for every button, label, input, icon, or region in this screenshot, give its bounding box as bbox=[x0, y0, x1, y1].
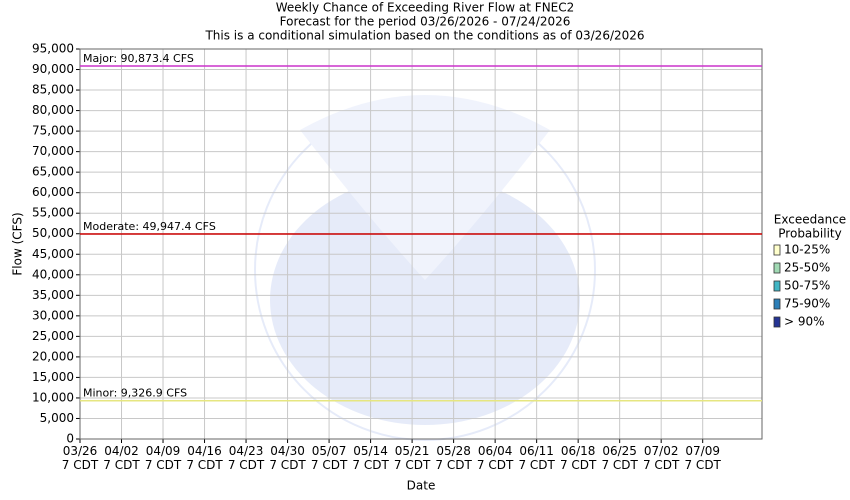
x-tick-label: 06/04 7 CDT bbox=[477, 444, 514, 472]
legend-swatch bbox=[773, 316, 781, 328]
y-tick-label: 25,000 bbox=[32, 329, 74, 343]
x-tick-label: 06/11 7 CDT bbox=[518, 444, 555, 472]
x-tick-label: 05/14 7 CDT bbox=[352, 444, 389, 472]
legend-label: 10-25% bbox=[784, 243, 830, 257]
y-tick-label: 45,000 bbox=[32, 247, 74, 261]
legend-label: 75-90% bbox=[784, 297, 830, 311]
y-tick-label: 55,000 bbox=[32, 206, 74, 220]
y-tick-label: 85,000 bbox=[32, 83, 74, 97]
y-tick-label: 50,000 bbox=[32, 226, 74, 240]
x-tick-label: 03/26 7 CDT bbox=[62, 444, 99, 472]
x-tick-label: 07/02 7 CDT bbox=[643, 444, 680, 472]
y-axis-label: Flow (CFS) bbox=[11, 212, 25, 275]
x-tick-label: 05/07 7 CDT bbox=[311, 444, 348, 472]
legend-label: > 90% bbox=[784, 315, 825, 329]
x-tick-label: 05/21 7 CDT bbox=[394, 444, 431, 472]
y-tick-label: 5,000 bbox=[40, 411, 74, 425]
legend-swatch bbox=[773, 262, 781, 274]
x-tick-label: 04/02 7 CDT bbox=[103, 444, 140, 472]
y-tick-label: 15,000 bbox=[32, 370, 74, 384]
legend-swatch bbox=[773, 280, 781, 292]
threshold-label: Moderate: 49,947.4 CFS bbox=[83, 220, 216, 233]
x-tick-label: 06/25 7 CDT bbox=[601, 444, 638, 472]
x-tick-label: 05/28 7 CDT bbox=[435, 444, 472, 472]
legend-title: Exceedance bbox=[774, 213, 846, 227]
y-tick-label: 65,000 bbox=[32, 165, 74, 179]
x-tick-label: 04/30 7 CDT bbox=[269, 444, 306, 472]
chart-subtitle: Forecast for the period 03/26/2026 - 07/… bbox=[280, 15, 571, 29]
legend-label: 25-50% bbox=[784, 261, 830, 275]
y-tick-label: 90,000 bbox=[32, 62, 74, 76]
y-tick-label: 20,000 bbox=[32, 349, 74, 363]
y-tick-label: 35,000 bbox=[32, 288, 74, 302]
legend-swatch bbox=[773, 298, 781, 310]
threshold-label: Major: 90,873.4 CFS bbox=[83, 52, 194, 65]
chart-subtitle: This is a conditional simulation based o… bbox=[204, 29, 644, 43]
y-tick-label: 30,000 bbox=[32, 308, 74, 322]
x-tick-label: 04/09 7 CDT bbox=[145, 444, 182, 472]
y-tick-label: 40,000 bbox=[32, 267, 74, 281]
x-tick-label: 04/16 7 CDT bbox=[186, 444, 223, 472]
y-tick-label: 10,000 bbox=[32, 390, 74, 404]
x-axis-label: Date bbox=[407, 479, 436, 493]
y-tick-label: 60,000 bbox=[32, 185, 74, 199]
y-tick-label: 75,000 bbox=[32, 124, 74, 138]
y-tick-label: 95,000 bbox=[32, 42, 74, 56]
legend-swatch bbox=[773, 244, 781, 256]
watermark bbox=[254, 95, 596, 441]
x-tick-label: 06/18 7 CDT bbox=[560, 444, 597, 472]
legend-label: 50-75% bbox=[784, 279, 830, 293]
y-tick-label: 0 bbox=[66, 432, 74, 446]
y-tick-label: 70,000 bbox=[32, 144, 74, 158]
chart-title: Weekly Chance of Exceeding River Flow at… bbox=[276, 1, 575, 15]
threshold-label: Minor: 9,326.9 CFS bbox=[83, 387, 187, 400]
plot-frame bbox=[79, 48, 763, 440]
x-tick-label: 04/23 7 CDT bbox=[228, 444, 265, 472]
legend-title: Probability bbox=[778, 227, 841, 241]
x-tick-label: 07/09 7 CDT bbox=[684, 444, 721, 472]
y-tick-label: 80,000 bbox=[32, 103, 74, 117]
